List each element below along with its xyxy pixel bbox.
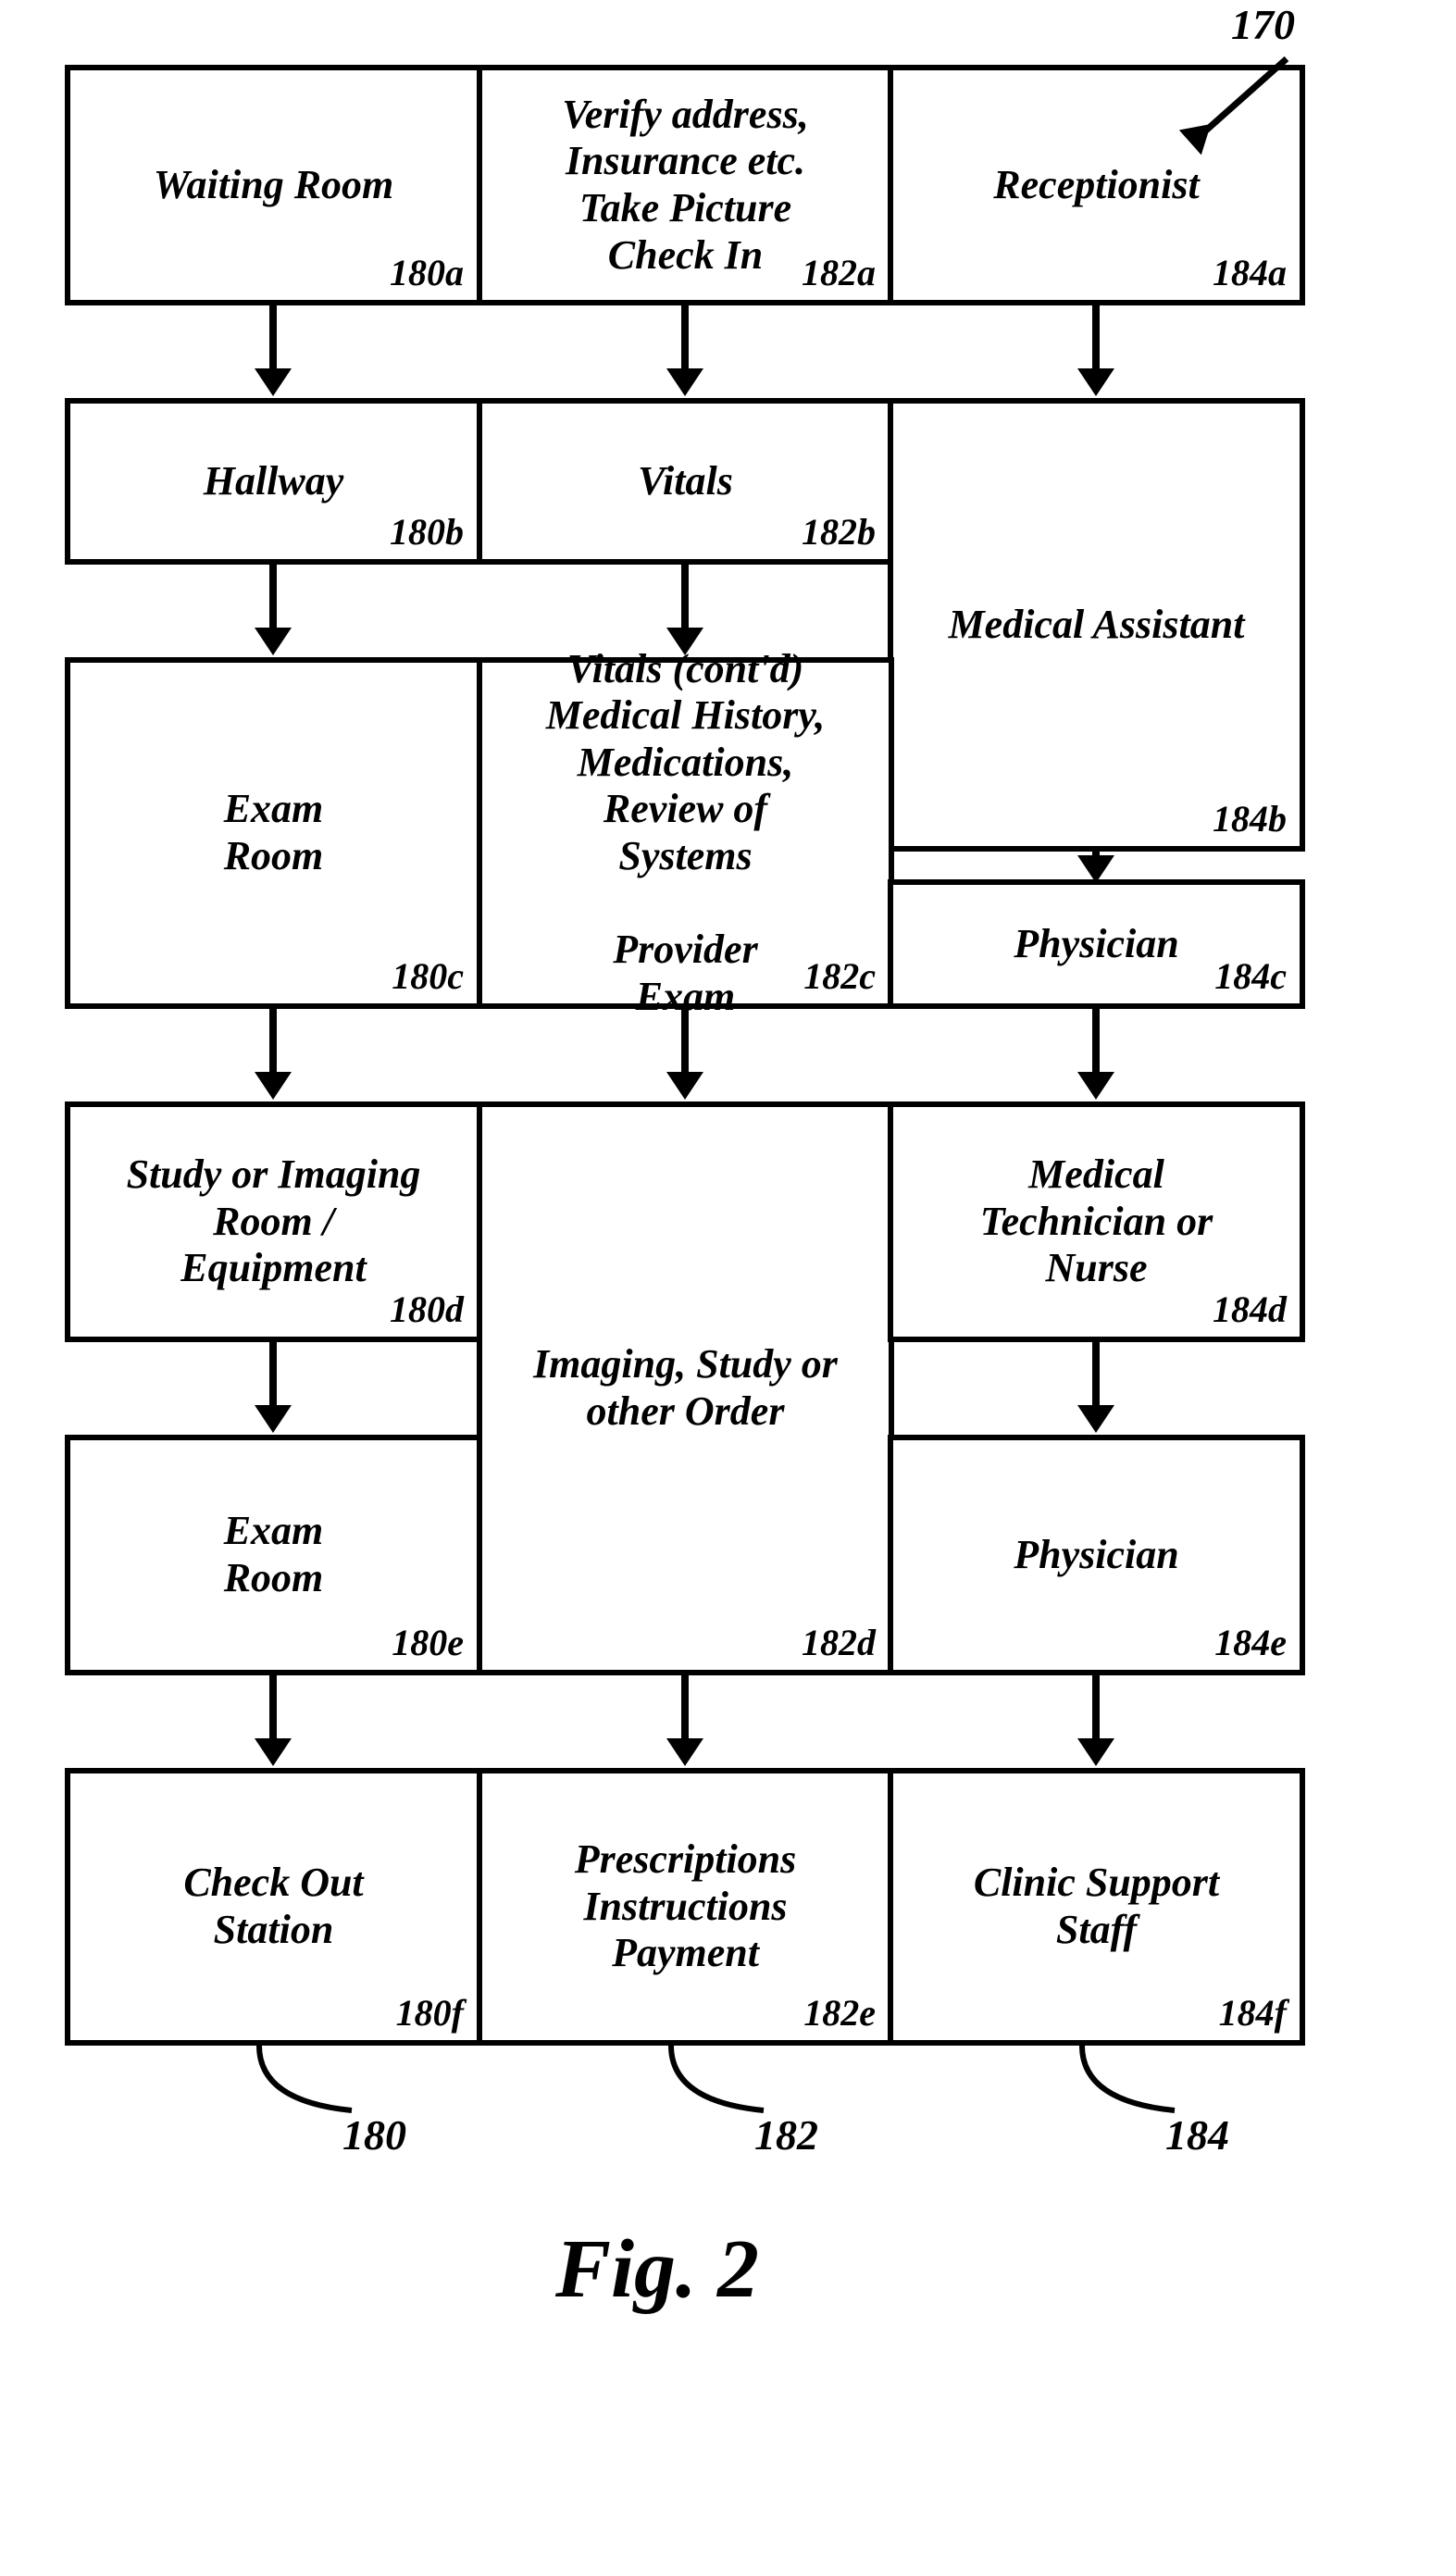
box-ref: 180b bbox=[390, 510, 464, 554]
box-ref: 180a bbox=[390, 251, 464, 294]
flow-box-b184d: Medical Technician or Nurse184d bbox=[888, 1101, 1305, 1342]
box-label: Medical Technician or Nurse bbox=[964, 1151, 1229, 1292]
arrow-down bbox=[269, 565, 277, 629]
box-label: Physician bbox=[997, 1532, 1195, 1579]
box-ref: 182a bbox=[802, 251, 876, 294]
box-label: Exam Room bbox=[207, 1508, 341, 1601]
arrow-down bbox=[1092, 852, 1100, 857]
flow-box-b180b: Hallway 180b bbox=[65, 398, 482, 565]
box-ref: 182d bbox=[802, 1621, 876, 1664]
box-label: Exam Room bbox=[207, 786, 341, 879]
flow-box-b184c: Physician 184c bbox=[888, 879, 1305, 1009]
box-ref: 184a bbox=[1213, 251, 1287, 294]
box-label: Hallway bbox=[187, 458, 361, 505]
box-label: Prescriptions Instructions Payment bbox=[558, 1836, 814, 1977]
arrow-down bbox=[1092, 1009, 1100, 1074]
box-label: Clinic Support Staff bbox=[957, 1860, 1236, 1953]
box-label: Medical Assistant bbox=[932, 602, 1262, 649]
box-ref: 180d bbox=[390, 1288, 464, 1331]
flow-box-b182e: Prescriptions Instructions Payment 182e bbox=[477, 1768, 894, 2046]
box-label: Verify address, Insurance etc. Take Pict… bbox=[545, 92, 825, 279]
box-ref: 180f bbox=[396, 1991, 464, 2035]
flow-box-b180f: Check Out Station 180f bbox=[65, 1768, 482, 2046]
flow-box-b184f: Clinic Support Staff 184f bbox=[888, 1768, 1305, 2046]
arrow-down bbox=[1092, 305, 1100, 370]
arrow-down bbox=[1092, 1342, 1100, 1407]
arrow-down bbox=[681, 1009, 689, 1074]
flow-box-b184e: Physician 184e bbox=[888, 1435, 1305, 1675]
box-label: Vitals bbox=[621, 458, 750, 505]
box-ref: 184b bbox=[1213, 797, 1287, 840]
box-ref: 182e bbox=[803, 1991, 876, 2035]
box-label: Imaging, Study or other Order bbox=[516, 1341, 854, 1435]
box-label: Study or Imaging Room / Equipment bbox=[110, 1151, 438, 1292]
figure-title: Fig. 2 bbox=[555, 2221, 759, 2317]
box-label: Check Out Station bbox=[167, 1860, 380, 1953]
box-ref: 184f bbox=[1219, 1991, 1287, 2035]
box-label: Receptionist bbox=[977, 162, 1215, 209]
box-label: Waiting Room bbox=[137, 162, 411, 209]
flow-box-b180c: Exam Room 180c bbox=[65, 657, 482, 1009]
box-ref: 184e bbox=[1214, 1621, 1287, 1664]
column-ref-mid: 182 bbox=[754, 2110, 818, 2159]
column-ref-right: 184 bbox=[1165, 2110, 1229, 2159]
figure-ref-170: 170 bbox=[1231, 0, 1295, 49]
arrow-down bbox=[681, 305, 689, 370]
box-ref: 180e bbox=[392, 1621, 464, 1664]
arrow-down bbox=[269, 1675, 277, 1740]
box-ref: 182b bbox=[802, 510, 876, 554]
flow-box-b180d: Study or Imaging Room / Equipment180d bbox=[65, 1101, 482, 1342]
flow-box-b182c: Vitals (cont'd) Medical History, Medicat… bbox=[477, 657, 894, 1009]
arrow-down bbox=[269, 305, 277, 370]
flow-box-b180a: Waiting Room 180a bbox=[65, 65, 482, 305]
flow-box-b182d: Imaging, Study or other Order 182d bbox=[477, 1101, 894, 1675]
flow-box-b182b: Vitals 182b bbox=[477, 398, 894, 565]
box-ref: 182c bbox=[803, 954, 876, 998]
arrow-down bbox=[681, 1675, 689, 1740]
box-label: Physician bbox=[997, 921, 1195, 968]
box-ref: 180c bbox=[392, 954, 464, 998]
box-ref: 184c bbox=[1214, 954, 1287, 998]
flow-box-b184b: Medical Assistant 184b bbox=[888, 398, 1305, 852]
arrow-down bbox=[269, 1342, 277, 1407]
box-label: Vitals (cont'd) Medical History, Medicat… bbox=[529, 646, 841, 1021]
flow-box-b180e: Exam Room 180e bbox=[65, 1435, 482, 1675]
column-ref-left: 180 bbox=[342, 2110, 406, 2159]
arrow-down bbox=[1092, 1675, 1100, 1740]
arrow-down bbox=[681, 565, 689, 629]
box-ref: 184d bbox=[1213, 1288, 1287, 1331]
arrow-down bbox=[269, 1009, 277, 1074]
flow-box-b182a: Verify address, Insurance etc. Take Pict… bbox=[477, 65, 894, 305]
